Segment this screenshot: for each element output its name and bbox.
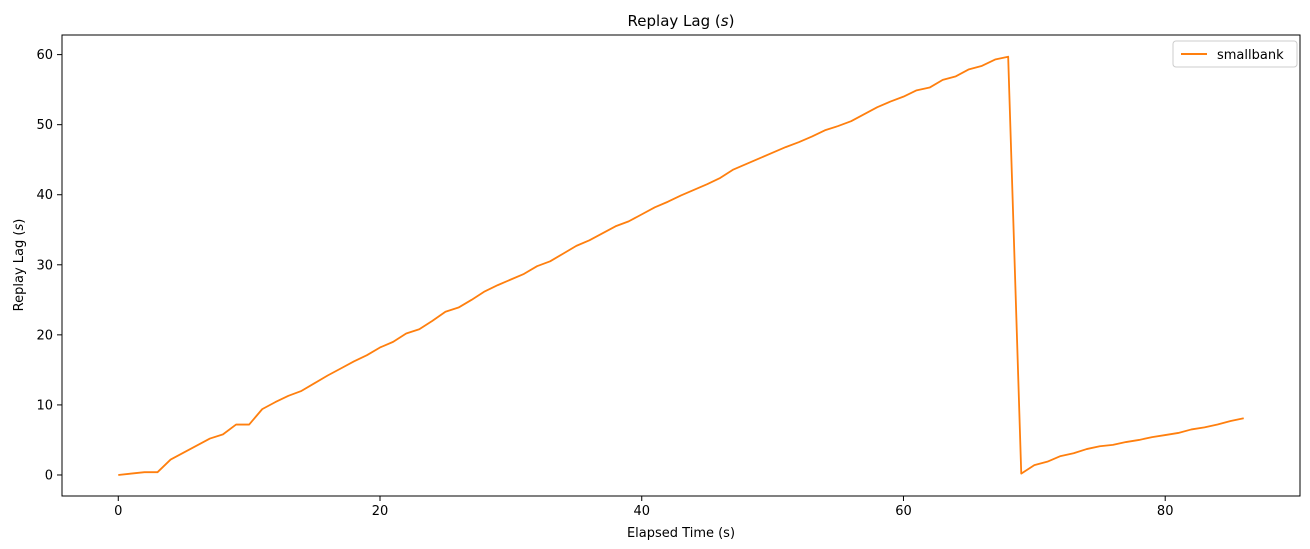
y-tick-label: 0 [45, 468, 53, 483]
y-axis: 0 10 20 30 40 50 60 [36, 48, 62, 483]
y-tick-label: 40 [36, 188, 53, 203]
x-tick-label: 60 [895, 504, 912, 519]
y-tick-label: 50 [36, 118, 53, 133]
x-tick-label: 20 [372, 504, 389, 519]
series-line-smallbank [118, 55, 1244, 476]
legend-label-smallbank: smallbank [1217, 48, 1284, 63]
x-tick-label: 80 [1157, 504, 1174, 519]
legend: smallbank [1172, 40, 1298, 68]
y-tick-label: 20 [36, 328, 53, 343]
x-tick-label: 40 [633, 504, 650, 519]
x-tick-label: 0 [114, 504, 122, 519]
plot-frame [61, 34, 1301, 497]
y-tick-label: 30 [36, 258, 53, 273]
y-tick-label: 10 [36, 398, 53, 413]
y-axis-label: Replay Lag (s) [12, 219, 27, 312]
x-axis-label: Elapsed Time (s) [627, 526, 735, 541]
plot-area [118, 55, 1244, 476]
legend-box [1172, 40, 1298, 68]
chart-title: Replay Lag (s) [628, 12, 735, 30]
y-tick-label: 60 [36, 48, 53, 63]
x-axis: 0 20 40 60 80 [114, 496, 1173, 519]
